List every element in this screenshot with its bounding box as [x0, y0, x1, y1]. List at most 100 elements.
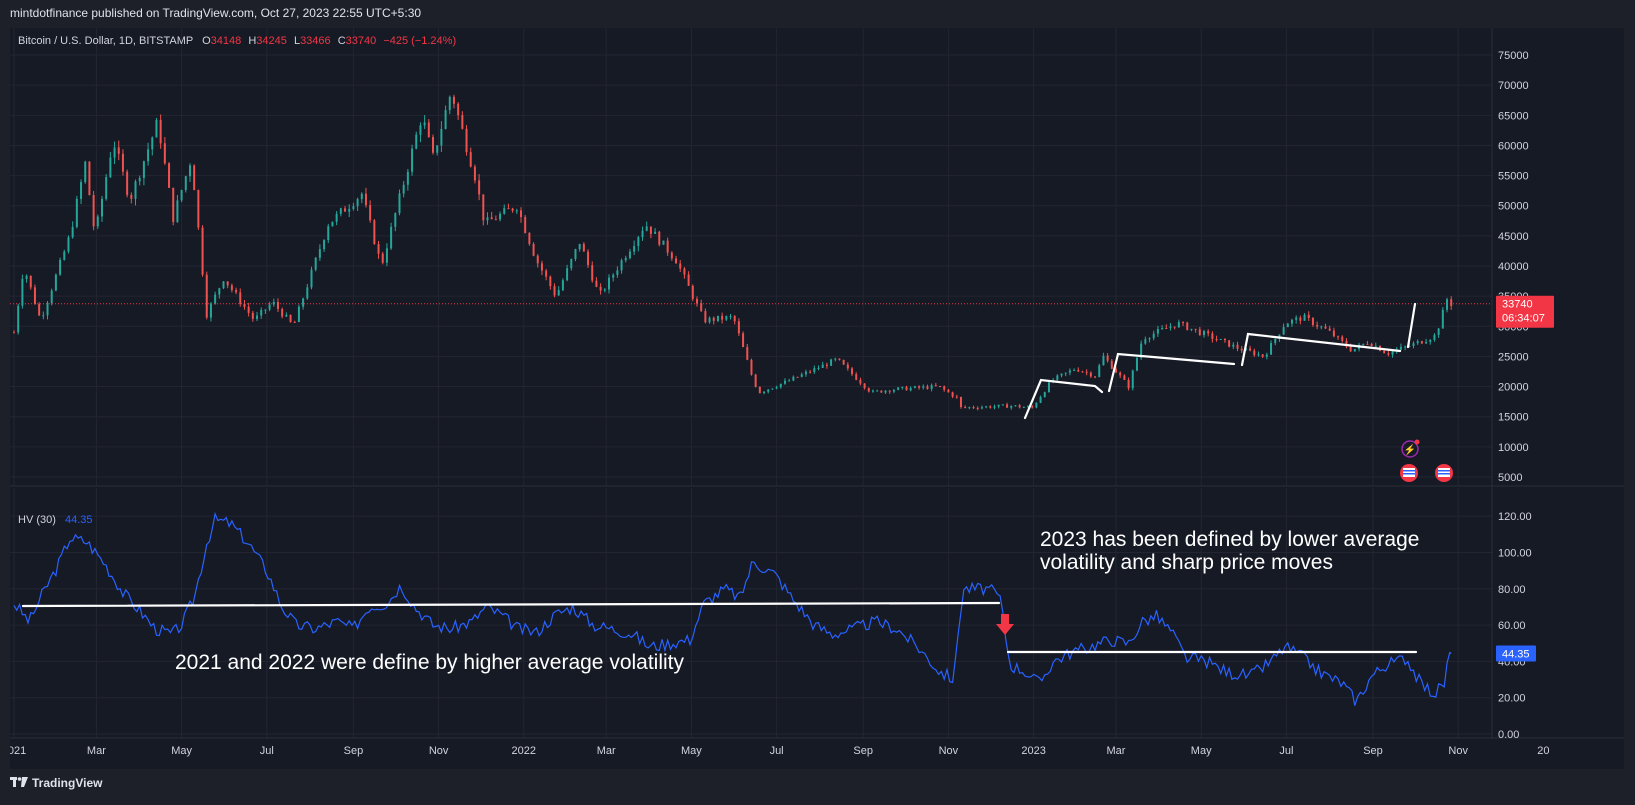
candle-body — [1311, 318, 1314, 325]
candle-body — [243, 303, 246, 307]
candle-body — [1022, 406, 1025, 408]
symbol-title[interactable]: Bitcoin / U.S. Dollar, 1D, BITSTAMP — [18, 35, 194, 47]
lightning-event-icon[interactable] — [1401, 440, 1419, 458]
candle-body — [704, 311, 707, 323]
candle-body — [754, 374, 757, 387]
candle-body — [230, 285, 233, 291]
candle-body — [1290, 319, 1293, 324]
candle-body — [335, 213, 338, 222]
candle-body — [582, 243, 585, 252]
candle-body — [570, 259, 573, 269]
candle-body — [989, 406, 992, 408]
ohlc-close: 33740 — [345, 35, 377, 47]
trend-line-3[interactable] — [1240, 332, 1402, 367]
candle-body — [197, 190, 200, 228]
candle-body — [821, 364, 824, 369]
candle-body — [306, 287, 309, 299]
candle-body — [1265, 354, 1268, 357]
candle-body — [574, 249, 577, 260]
candle-body — [419, 125, 422, 135]
trend-line-1[interactable] — [1023, 378, 1104, 420]
hv-tick-label: 0.00 — [1498, 729, 1519, 741]
candle-body — [1295, 317, 1298, 320]
candle-body — [147, 149, 150, 162]
candle-body — [1148, 338, 1151, 340]
candle-body — [524, 217, 527, 233]
trend-annotations[interactable] — [21, 302, 1418, 654]
hv-tick-label: 20.00 — [1498, 693, 1526, 705]
trend-line-2[interactable] — [1107, 352, 1236, 393]
x-tick-label: 2022 — [512, 745, 536, 757]
candle-body — [1119, 372, 1122, 376]
candle-body — [38, 304, 41, 316]
candle-body — [964, 406, 967, 408]
candle-body — [1232, 344, 1235, 347]
candle-body — [360, 193, 363, 200]
candle-body — [968, 407, 971, 409]
candle-body — [1018, 405, 1021, 408]
trend-line-4[interactable] — [1406, 302, 1417, 349]
candle-body — [859, 379, 862, 384]
candle-body — [695, 298, 698, 304]
chart-svg[interactable]: 2021 Mar May Jul Sep Nov 2022 Mar May Jul Sep Nov 20… — [10, 28, 1624, 769]
candle-body — [1370, 343, 1373, 346]
candle-body — [838, 358, 841, 360]
candle-body — [683, 268, 686, 275]
hv-level-2021-2022[interactable] — [21, 601, 1001, 608]
candle-body — [1320, 326, 1323, 328]
candle-body — [411, 148, 414, 172]
hv-legend[interactable]: HV (30) 44.35 — [18, 514, 93, 526]
candle-body — [578, 243, 581, 250]
candle-body — [1446, 299, 1449, 310]
candle-body — [1429, 339, 1432, 342]
candle-body — [566, 268, 569, 281]
candle-body — [331, 221, 334, 227]
candle-body — [126, 171, 129, 195]
candle-body — [134, 181, 137, 199]
ohlc-c-label: C — [337, 35, 346, 47]
event-icons[interactable]: ⚡ — [1400, 439, 1453, 483]
candle-body — [691, 285, 694, 299]
candle-body — [633, 245, 636, 252]
candle-body — [1198, 329, 1201, 336]
lightning-glyph: ⚡ — [1404, 443, 1416, 456]
price-badge-price: 33740 — [1502, 299, 1533, 311]
candle-body — [293, 321, 296, 323]
x-tick-label: Sep — [1363, 745, 1383, 757]
candle-body — [1349, 346, 1352, 352]
tradingview-footer[interactable]: TradingView — [10, 776, 102, 790]
candle-body — [909, 387, 912, 391]
annotation-2023-line2[interactable]: volatility and sharp price moves — [1040, 551, 1333, 574]
candle-body — [1047, 382, 1050, 393]
tradingview-brand: TradingView — [32, 776, 103, 790]
candle-body — [851, 368, 854, 375]
candle-body — [1173, 326, 1176, 328]
candle-body — [1182, 322, 1185, 324]
candle-body — [1416, 341, 1419, 344]
event-dot — [1414, 439, 1420, 445]
candle-body — [666, 240, 669, 253]
candle-body — [930, 385, 933, 389]
annotation-2021-2022[interactable]: 2021 and 2022 were define by higher aver… — [175, 651, 685, 674]
candle-body — [901, 386, 904, 388]
candle-body — [1257, 354, 1260, 356]
hv-tick-label: 60.00 — [1498, 620, 1526, 632]
price-badge: 33740 06:34:07 — [1496, 295, 1554, 328]
x-tick-label: Sep — [853, 745, 873, 757]
candle-body — [1391, 351, 1394, 355]
candle-body — [268, 304, 271, 310]
chart-area[interactable]: 2021 Mar May Jul Sep Nov 2022 Mar May Jul Sep Nov 20… — [10, 28, 1624, 769]
candle-body — [385, 248, 388, 263]
candle-body — [955, 396, 958, 398]
candle-body — [381, 253, 384, 263]
candle-body — [654, 231, 657, 234]
candle-body — [997, 404, 1000, 407]
candle-body — [352, 206, 355, 209]
symbol-legend[interactable]: Bitcoin / U.S. Dollar, 1D, BITSTAMP O341… — [18, 35, 456, 47]
hv-legend-name[interactable]: HV (30) — [18, 514, 56, 526]
down-arrow-icon — [996, 614, 1014, 635]
candle-body — [549, 276, 552, 287]
candle-body — [993, 406, 996, 408]
annotation-2023-line1[interactable]: 2023 has been defined by lower average — [1040, 528, 1419, 551]
candle-body — [71, 226, 74, 238]
